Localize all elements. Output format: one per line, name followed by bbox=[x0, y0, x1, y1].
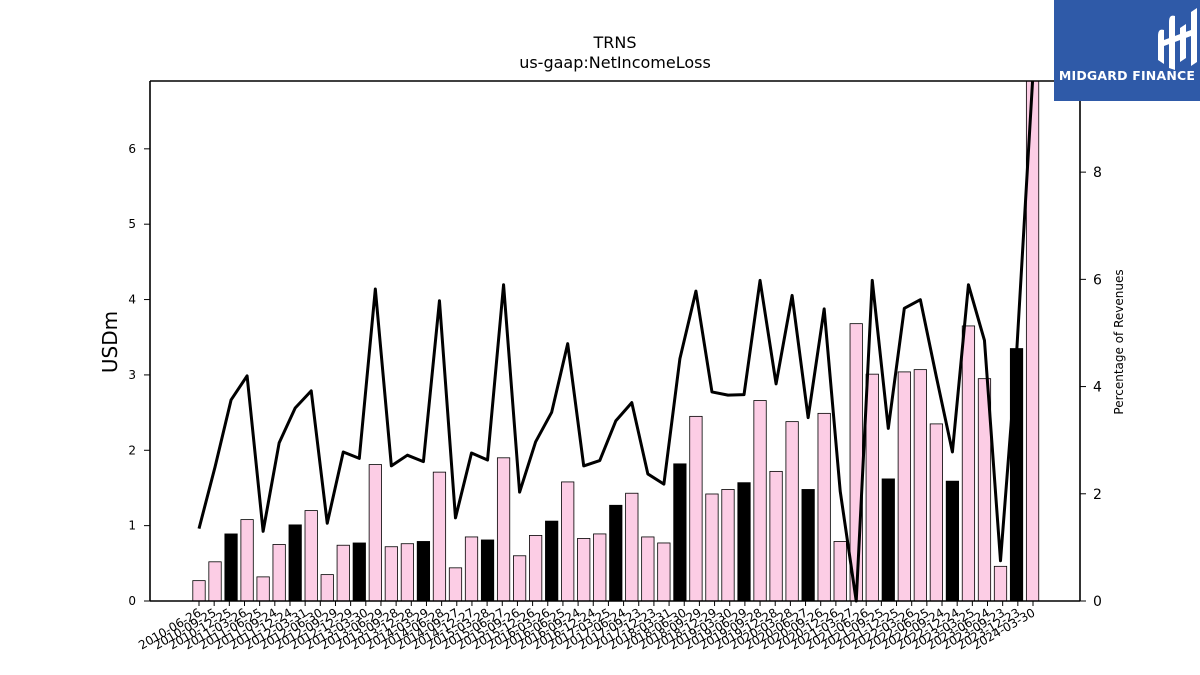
bar-2019-09-28 bbox=[785, 421, 799, 602]
bar-2018-12-29 bbox=[737, 482, 751, 602]
bar-2012-03-31 bbox=[304, 510, 318, 602]
brand-name: MIDGARD FINANCE bbox=[1058, 68, 1196, 83]
bar-2013-09-28 bbox=[400, 543, 414, 602]
bar-2018-06-30 bbox=[705, 493, 719, 602]
bar-2018-09-29 bbox=[721, 489, 735, 602]
bar-2010-06-26 bbox=[192, 580, 206, 602]
bar-2016-06-25 bbox=[577, 538, 591, 602]
bar-2021-06-26 bbox=[897, 371, 911, 602]
bar-2012-12-29 bbox=[352, 542, 366, 602]
y-axis-label: USDm bbox=[98, 311, 122, 373]
bar-2023-03-25 bbox=[1009, 348, 1024, 602]
bar-2015-09-26 bbox=[529, 535, 543, 602]
pct-revenue-line bbox=[197, 80, 1035, 603]
bar-2017-09-23 bbox=[657, 542, 671, 602]
bar-2011-06-25 bbox=[256, 576, 270, 602]
bar-2014-06-28 bbox=[448, 567, 463, 602]
y-tick-label: 3 bbox=[128, 368, 136, 382]
bar-2013-03-30 bbox=[368, 464, 382, 602]
bar-2019-12-28 bbox=[801, 489, 815, 602]
bar-2017-12-23 bbox=[673, 463, 687, 602]
bar-2022-03-26 bbox=[945, 480, 960, 602]
bar-2012-09-29 bbox=[336, 544, 350, 602]
bar-2019-06-29 bbox=[769, 470, 783, 602]
y-tick-label: 0 bbox=[128, 594, 136, 608]
bar-2022-12-24 bbox=[993, 565, 1008, 602]
bar-2016-09-24 bbox=[593, 533, 607, 602]
y-tick-label: 5 bbox=[128, 217, 136, 231]
bar-2015-06-27 bbox=[513, 555, 527, 602]
y2-tick-label: 4 bbox=[1093, 380, 1102, 396]
brand-logo-mark-icon bbox=[1158, 8, 1197, 70]
bar-2017-06-24 bbox=[641, 536, 655, 602]
y2-tick-label: 8 bbox=[1093, 165, 1102, 181]
bar-2011-12-24 bbox=[288, 524, 302, 602]
bar-2014-03-29 bbox=[432, 471, 447, 602]
y-tick-label: 1 bbox=[128, 519, 136, 533]
bar-2015-03-28 bbox=[496, 457, 511, 602]
bar-2011-03-26 bbox=[240, 519, 254, 602]
bar-2019-03-30 bbox=[753, 400, 767, 602]
bar-2015-12-26 bbox=[545, 520, 559, 602]
bar-2021-03-27 bbox=[881, 478, 895, 602]
bar-2022-06-25 bbox=[961, 325, 976, 602]
y-tick-label: 2 bbox=[128, 443, 136, 457]
bar-2020-12-26 bbox=[865, 373, 879, 602]
chart-title: TRNS bbox=[592, 33, 636, 52]
bar-2020-06-27 bbox=[833, 541, 847, 602]
bar-2010-09-25 bbox=[208, 561, 222, 602]
y-tick-label: 6 bbox=[128, 142, 136, 156]
y-tick-label: 4 bbox=[128, 293, 136, 307]
bar-2016-12-24 bbox=[609, 504, 623, 602]
bar-2010-12-25 bbox=[224, 533, 238, 602]
bar-2018-03-31 bbox=[689, 415, 703, 602]
bar-2016-03-26 bbox=[561, 481, 575, 602]
bar-2014-09-27 bbox=[464, 536, 479, 602]
bar-2013-12-28 bbox=[416, 541, 431, 602]
bar-2014-12-27 bbox=[480, 539, 495, 602]
bar-2017-03-25 bbox=[625, 492, 639, 602]
bar-2012-06-30 bbox=[320, 574, 334, 602]
chart-subtitle: us-gaap:NetIncomeLoss bbox=[519, 53, 711, 72]
bar-2011-09-24 bbox=[272, 544, 286, 602]
bar-2021-12-25 bbox=[929, 423, 943, 602]
y2-axis-label: Percentage of Revenues bbox=[1112, 269, 1126, 414]
bar-2020-09-26 bbox=[849, 323, 863, 602]
bar-2021-09-25 bbox=[913, 369, 927, 602]
y2-tick-label: 0 bbox=[1093, 594, 1102, 610]
y2-tick-label: 2 bbox=[1093, 487, 1102, 503]
brand-logo: MIDGARD FINANCE bbox=[1054, 0, 1200, 101]
bar-2013-06-29 bbox=[384, 546, 398, 602]
y2-tick-label: 6 bbox=[1093, 272, 1102, 288]
bar-2020-03-28 bbox=[817, 412, 831, 602]
